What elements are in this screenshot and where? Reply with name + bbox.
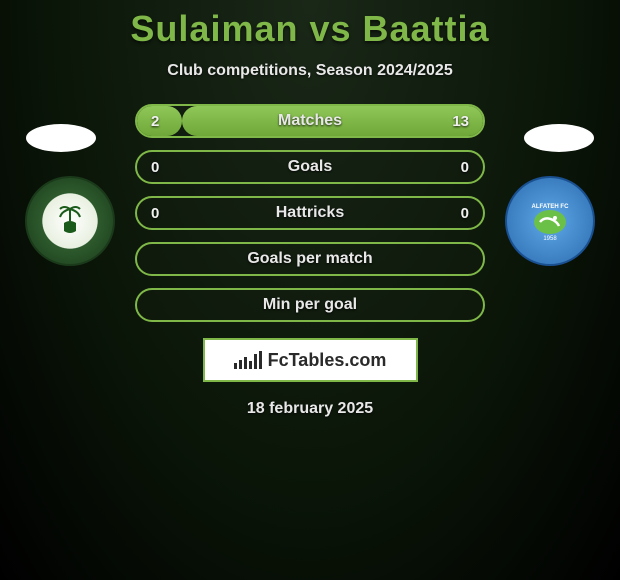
bar-label: Matches — [278, 112, 342, 130]
brand-text: FcTables.com — [268, 350, 387, 371]
subtitle: Club competitions, Season 2024/2025 — [0, 62, 620, 80]
player-photo-right — [524, 124, 594, 152]
bar-label: Min per goal — [263, 296, 357, 314]
club-right-year: 1958 — [543, 236, 557, 242]
stats-bars: 2 Matches 13 0 Goals 0 0 Hattricks 0 Goals per ma… — [135, 104, 485, 322]
bar-value-right: 13 — [452, 113, 469, 130]
club-badge-right: ALFATEH FC 1958 — [505, 176, 595, 266]
stat-bar: Goals per match — [135, 242, 485, 276]
brand-chart-icon — [234, 351, 262, 369]
bar-value-right: 0 — [461, 205, 469, 222]
palm-tree-icon — [50, 201, 90, 241]
stat-bar: Min per goal — [135, 288, 485, 322]
stat-bar: 0 Goals 0 — [135, 150, 485, 184]
bar-value-left: 2 — [151, 113, 159, 130]
brand-box: FcTables.com — [203, 338, 418, 382]
player-photo-left — [26, 124, 96, 152]
bar-label: Hattricks — [276, 204, 344, 222]
stat-bar: 2 Matches 13 — [135, 104, 485, 138]
stat-bar: 0 Hattricks 0 — [135, 196, 485, 230]
bar-label: Goals per match — [247, 250, 372, 268]
bar-value-left: 0 — [151, 205, 159, 222]
bar-fill-left — [137, 106, 182, 136]
bar-value-left: 0 — [151, 159, 159, 176]
club-badge-left — [25, 176, 115, 266]
page-title: Sulaiman vs Baattia — [0, 0, 620, 50]
date: 18 february 2025 — [0, 400, 620, 418]
club-right-name: ALFATEH FC — [532, 204, 570, 210]
swimmer-icon: ALFATEH FC 1958 — [525, 196, 575, 246]
bar-value-right: 0 — [461, 159, 469, 176]
bar-label: Goals — [288, 158, 332, 176]
